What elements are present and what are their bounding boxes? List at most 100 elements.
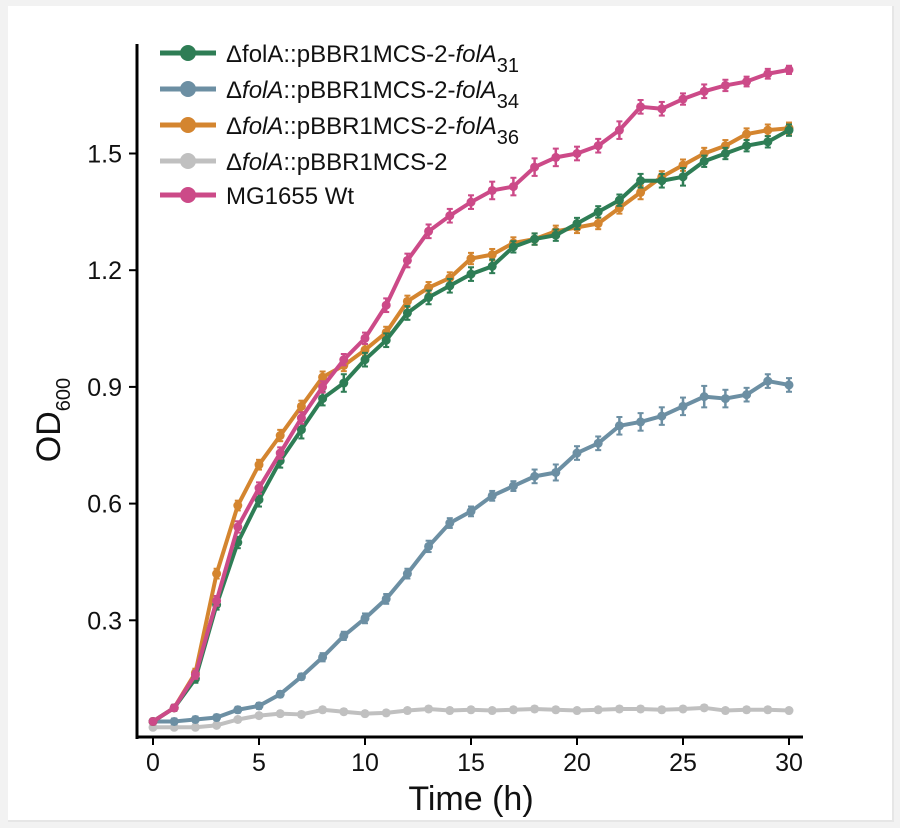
data-point (763, 69, 773, 79)
data-point (572, 706, 582, 716)
data-point (487, 491, 497, 501)
data-point (572, 219, 582, 229)
data-point (381, 708, 391, 718)
series-5 (148, 64, 794, 726)
data-point (339, 707, 349, 717)
data-point (254, 460, 264, 470)
y-tick-label: 0.9 (87, 374, 122, 402)
legend-swatch-marker (180, 81, 196, 97)
data-point (572, 448, 582, 458)
data-point (572, 149, 582, 158)
data-point (466, 254, 476, 264)
data-point (784, 380, 794, 390)
data-point (657, 705, 667, 715)
data-point (190, 714, 200, 724)
legend-swatch-marker (180, 153, 196, 169)
data-point (487, 185, 497, 195)
legend-entry-1: ΔfolA::pBBR1MCS-2-folA31 (160, 41, 519, 77)
data-point (233, 714, 243, 724)
data-point (678, 704, 688, 714)
series-line (151, 128, 790, 724)
legend-swatch-marker (180, 117, 196, 133)
data-point (190, 722, 200, 732)
data-point (360, 709, 370, 719)
data-point (424, 541, 434, 551)
legend-label: ΔfolA::pBBR1MCS-2-folA36 (226, 113, 519, 149)
data-point (296, 413, 306, 423)
data-point (593, 141, 603, 151)
data-point (381, 594, 391, 604)
data-point (466, 705, 476, 715)
data-point (593, 219, 603, 229)
data-point (296, 401, 306, 411)
data-point (318, 394, 328, 404)
data-point (381, 335, 391, 345)
data-point (530, 234, 540, 244)
data-point (742, 129, 752, 139)
data-point (445, 518, 455, 528)
data-point (402, 296, 412, 306)
data-point (212, 713, 222, 723)
legend: ΔfolA::pBBR1MCS-2-folA31ΔfolA::pBBR1MCS-… (160, 41, 519, 210)
data-point (233, 522, 243, 532)
series-4 (148, 703, 794, 732)
data-point (254, 711, 264, 721)
data-point (657, 411, 667, 421)
data-point (699, 156, 709, 166)
data-point (508, 481, 518, 491)
data-point (402, 569, 412, 579)
data-point (445, 706, 455, 716)
data-point (275, 689, 285, 699)
series-3 (148, 121, 794, 726)
legend-entry-2: ΔfolA::pBBR1MCS-2-folA34 (160, 77, 519, 113)
data-point (593, 207, 603, 217)
data-point (212, 569, 222, 579)
data-point (551, 705, 561, 715)
data-point (530, 162, 540, 172)
data-point (360, 355, 370, 365)
data-point (551, 230, 561, 240)
data-point (784, 706, 794, 716)
data-point (466, 506, 476, 516)
x-tick-label: 15 (457, 749, 485, 777)
data-point (720, 149, 730, 158)
x-tick-label: 30 (775, 749, 803, 777)
data-point (657, 104, 667, 114)
data-point (636, 417, 646, 427)
legend-swatch-marker (180, 45, 196, 61)
data-point (254, 701, 264, 711)
data-point (763, 137, 773, 147)
legend-label: ΔfolA::pBBR1MCS-2 (226, 149, 447, 176)
data-point (233, 705, 243, 715)
data-point (530, 471, 540, 481)
data-point (466, 269, 476, 279)
data-point (275, 431, 285, 441)
data-point (487, 261, 497, 271)
data-point (254, 495, 264, 505)
x-tick-label: 10 (351, 749, 379, 777)
data-point (275, 448, 285, 458)
data-point (339, 631, 349, 641)
data-point (339, 378, 349, 388)
data-point (678, 401, 688, 411)
y-axis-title: OD600 (30, 378, 75, 462)
data-point (424, 704, 434, 714)
data-point (784, 125, 794, 135)
data-point (424, 292, 434, 302)
data-point (466, 197, 476, 207)
data-point (742, 390, 752, 400)
data-point (275, 709, 285, 719)
data-point (614, 125, 624, 135)
data-point (233, 501, 243, 511)
legend-label: ΔfolA::pBBR1MCS-2-folA34 (226, 77, 519, 113)
data-point (296, 425, 306, 435)
data-point (487, 706, 497, 716)
data-point (636, 187, 646, 197)
data-point (614, 195, 624, 205)
data-point (636, 704, 646, 714)
data-point (254, 483, 264, 493)
data-point (699, 703, 709, 713)
axes: 0 5 10 15 20 25 30 0.3 0.6 0.9 1.2 1.5 Time (h) OD600 (30, 44, 803, 818)
legend-entry-5: MG1655 Wt (160, 183, 354, 210)
